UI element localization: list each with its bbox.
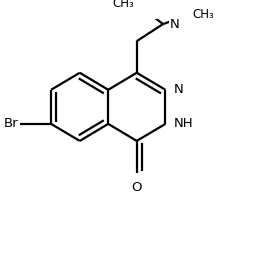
Text: Br: Br xyxy=(4,117,18,130)
Text: CH₃: CH₃ xyxy=(192,8,214,21)
Text: O: O xyxy=(132,181,142,194)
Text: N: N xyxy=(174,83,184,96)
Text: NH: NH xyxy=(174,117,194,130)
Text: N: N xyxy=(170,18,180,31)
Text: CH₃: CH₃ xyxy=(112,0,134,10)
